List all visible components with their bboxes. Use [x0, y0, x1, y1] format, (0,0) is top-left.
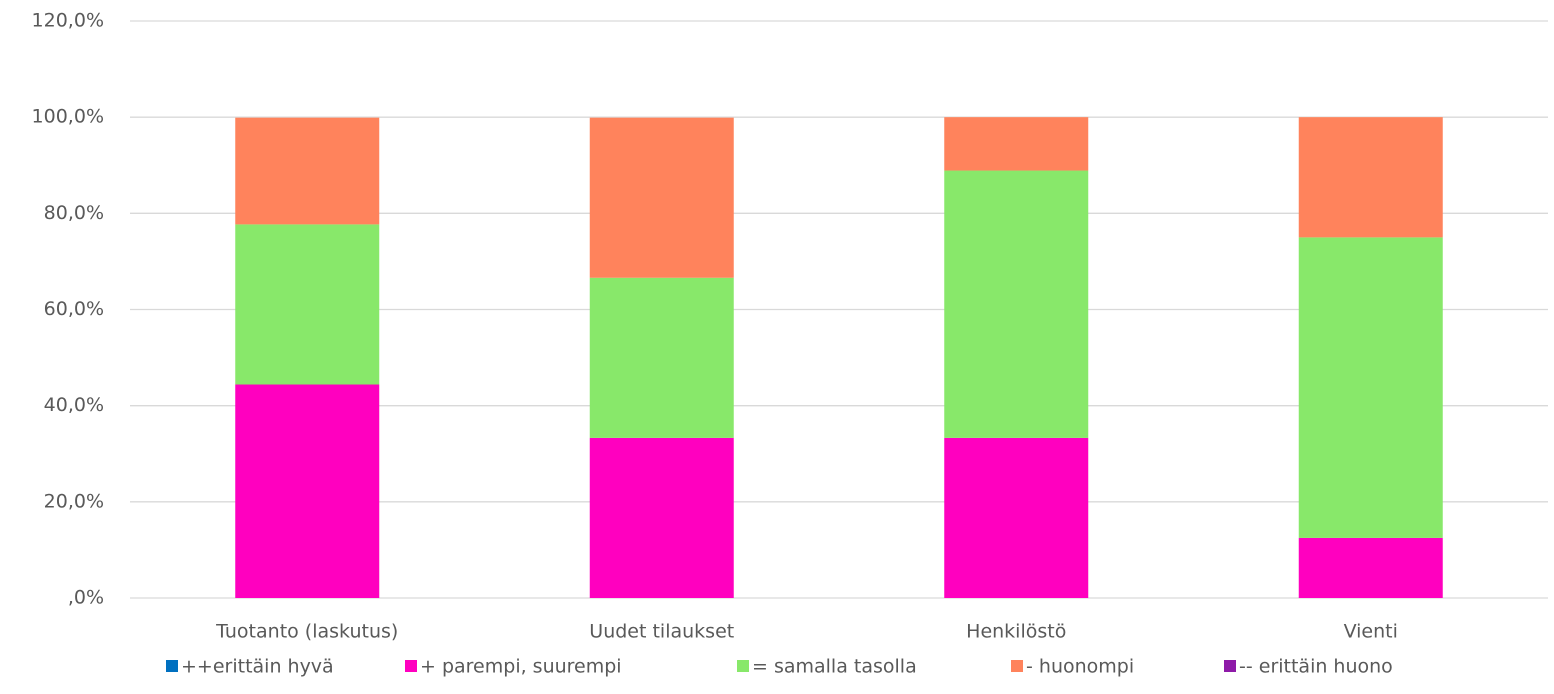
y-tick-label: 120,0% — [32, 10, 104, 32]
y-tick-label: 100,0% — [32, 106, 104, 128]
bar-segment — [589, 277, 734, 438]
x-tick-label: Vienti — [1344, 621, 1398, 643]
y-tick-label: 40,0% — [44, 394, 104, 416]
bar-segment — [589, 437, 734, 598]
bar-segment — [1298, 537, 1443, 598]
x-tick-label: Tuotanto (laskutus) — [215, 621, 398, 643]
legend-swatch — [166, 660, 178, 672]
y-tick-label: 80,0% — [44, 202, 104, 224]
bar-segment — [1298, 237, 1443, 538]
legend-label: = samalla tasolla — [752, 656, 917, 678]
bar-segment — [944, 117, 1089, 171]
x-tick-label: Uudet tilaukset — [589, 621, 734, 643]
y-tick-label: 60,0% — [44, 298, 104, 320]
bar-segment — [235, 224, 380, 385]
bar-segment — [235, 384, 380, 598]
bar-segment — [944, 170, 1089, 438]
legend-label: -- erittäin huono — [1239, 656, 1393, 678]
legend-swatch — [737, 660, 749, 672]
bar-segment — [235, 117, 380, 225]
x-tick-label: Henkilöstö — [966, 621, 1066, 643]
legend-label: - huonompi — [1026, 656, 1134, 678]
bar-segment — [589, 117, 734, 278]
legend-swatch — [1224, 660, 1236, 672]
legend-label: + parempi, suurempi — [420, 656, 622, 678]
legend-label: ++erittäin hyvä — [181, 656, 334, 678]
legend-swatch — [405, 660, 417, 672]
legend-swatch — [1011, 660, 1023, 672]
bar-segment — [944, 437, 1089, 598]
y-tick-label: ,0% — [68, 587, 104, 609]
bar-segment — [1298, 117, 1443, 238]
y-tick-label: 20,0% — [44, 490, 104, 512]
